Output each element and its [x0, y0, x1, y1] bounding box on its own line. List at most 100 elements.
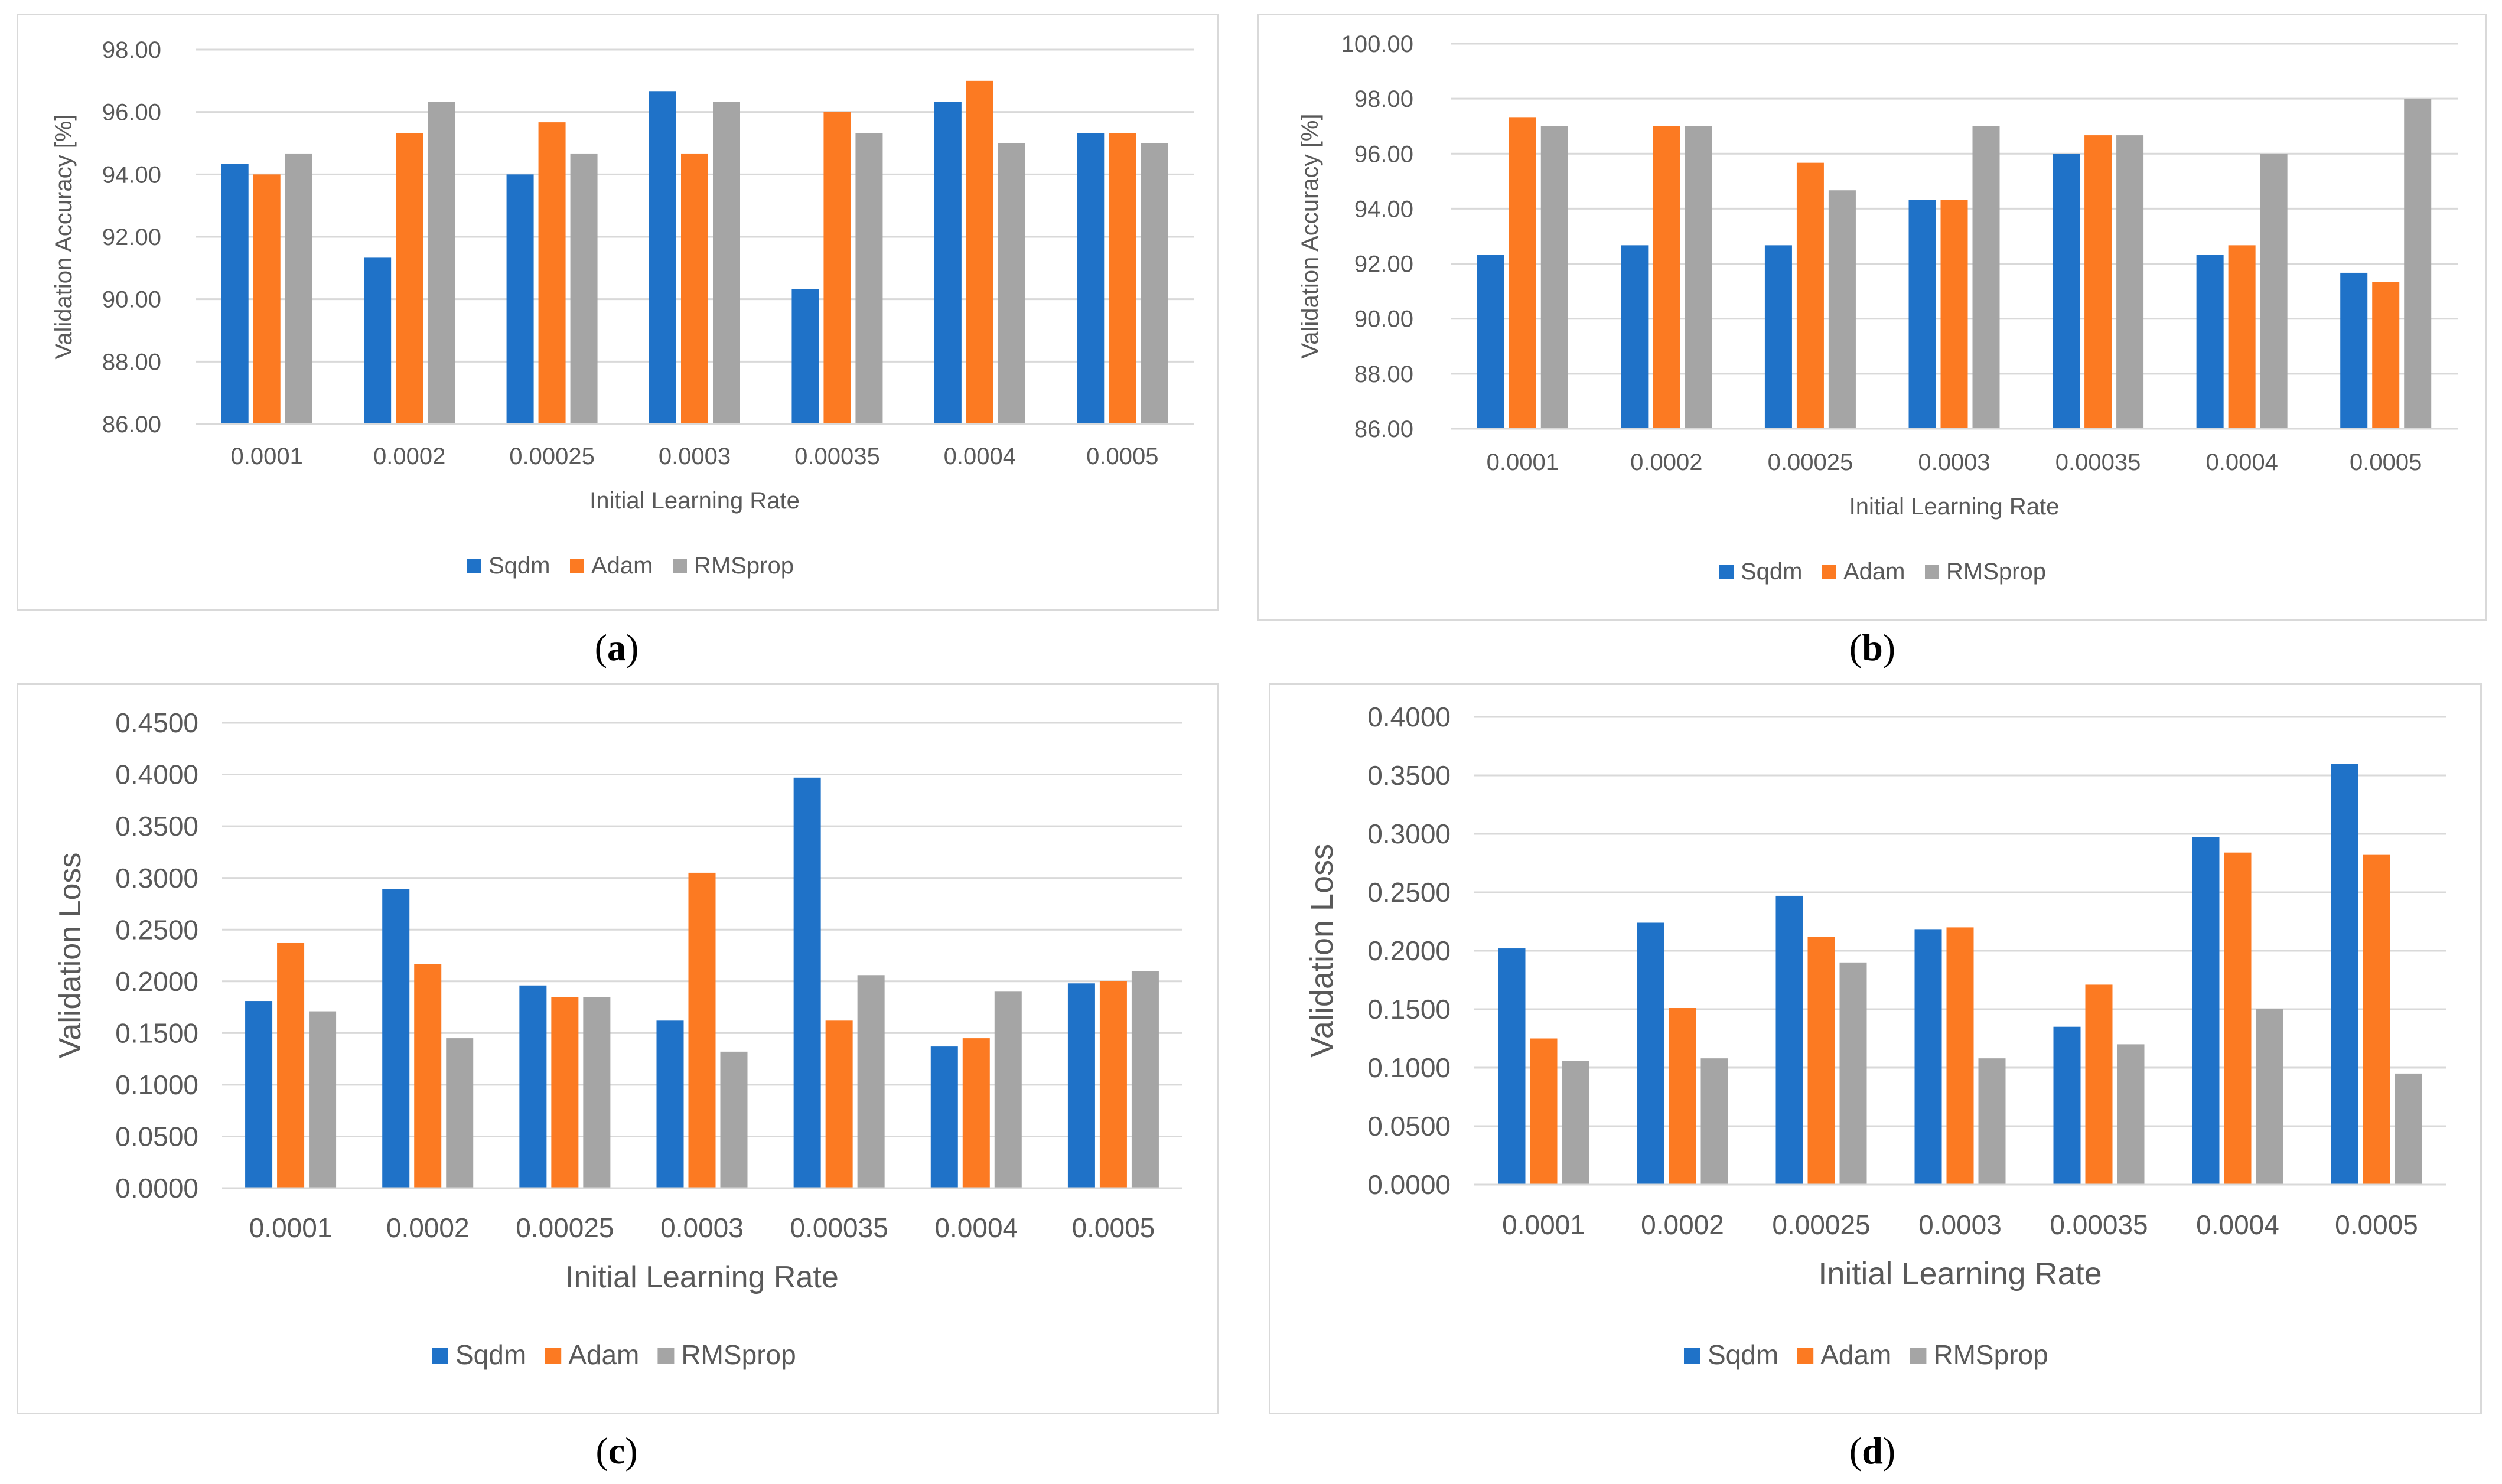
- legend-label-adam: Adam: [1820, 1339, 1891, 1370]
- bar-sqdm-0.0002: [364, 257, 392, 424]
- bar-sqdm-0.0001: [1477, 255, 1504, 429]
- x-tick-label: 0.0004: [2205, 449, 2278, 475]
- chart-panel-a: 86.00 88.00 90.00 92.00 94.00 96.00 98.00 0.000…: [17, 14, 1219, 611]
- bar-adam-0.0003: [1940, 200, 1968, 429]
- y-tick-label: 0.2500: [1367, 877, 1451, 908]
- caption-b: (b): [1849, 627, 1896, 668]
- bar-rmsprop-0.0002: [428, 102, 455, 424]
- bar-adam-0.00025: [551, 997, 579, 1188]
- chart-svg-c: 0.0000 0.0500 0.1000 0.1500 0.2000 0.2500 0.30…: [53, 707, 1182, 1370]
- bar-sqdm-0.0005: [1067, 983, 1095, 1188]
- y-tick-label: 96.00: [1354, 141, 1413, 167]
- bar-rmsprop-0.0005: [1141, 143, 1168, 424]
- bar-adam-0.0003: [688, 872, 716, 1188]
- bar-adam-0.0002: [1669, 1008, 1696, 1185]
- legend-label-rmsprop: RMSprop: [694, 553, 794, 579]
- x-tick-label: 0.0001: [249, 1212, 333, 1243]
- legend-label-adam: Adam: [568, 1339, 639, 1370]
- y-tick-label: 0.3000: [1367, 818, 1451, 849]
- bar-rmsprop-0.0003: [713, 102, 740, 424]
- y-tick-label: 0.1500: [115, 1017, 198, 1048]
- bar-adam-0.0001: [277, 942, 305, 1188]
- legend-swatch-rmsprop: [673, 559, 687, 573]
- legend-label-sqdm: Sqdm: [1708, 1339, 1778, 1370]
- x-tick-label: 0.00035: [2050, 1209, 2148, 1240]
- bar-sqdm-0.0005: [2331, 764, 2358, 1185]
- x-tick-label: 0.0002: [373, 443, 445, 469]
- y-axis-label: Validation Accuracy [%]: [51, 114, 77, 359]
- x-tick-label: 0.00035: [2055, 449, 2141, 475]
- y-tick-label: 0.4000: [1367, 702, 1451, 732]
- bar-adam-0.00025: [538, 122, 566, 424]
- bar-sqdm-0.0003: [1908, 200, 1936, 429]
- x-tick-label: 0.00025: [516, 1212, 614, 1243]
- legend-swatch-rmsprop: [657, 1348, 675, 1364]
- y-tick-label: 88.00: [102, 349, 161, 375]
- bar-sqdm-0.00025: [1764, 245, 1792, 429]
- legend-swatch-rmsprop: [1910, 1348, 1927, 1364]
- bar-adam-0.0004: [966, 80, 993, 424]
- bar-sqdm-0.0005: [2340, 272, 2368, 429]
- chart-svg-a: 86.00 88.00 90.00 92.00 94.00 96.00 98.00 0.000…: [51, 37, 1194, 579]
- y-tick-label: 0.3500: [115, 811, 198, 842]
- bar-rmsprop-0.00035: [2117, 1044, 2145, 1185]
- x-tick-label: 0.00025: [1768, 449, 1853, 475]
- bar-adam-0.00035: [2084, 135, 2112, 429]
- bar-adam-0.0001: [1509, 117, 1536, 429]
- x-tick-label: 0.00035: [790, 1212, 888, 1243]
- bar-rmsprop-0.0002: [1685, 126, 1712, 429]
- bar-rmsprop-0.0005: [1131, 971, 1159, 1188]
- legend-swatch-adam: [570, 559, 584, 573]
- y-tick-label: 0.4500: [115, 707, 198, 738]
- y-tick-label: 98.00: [102, 37, 161, 63]
- x-tick-label: 0.0004: [934, 1212, 1018, 1243]
- bar-adam-0.0005: [2372, 282, 2400, 429]
- y-tick-label: 88.00: [1354, 361, 1413, 387]
- y-tick-label: 0.3000: [115, 863, 198, 893]
- bar-rmsprop-0.0003: [720, 1051, 748, 1188]
- bar-adam-0.0004: [2224, 852, 2252, 1185]
- bar-rmsprop-0.00025: [583, 997, 611, 1188]
- legend-label-rmsprop: RMSprop: [1946, 559, 2046, 585]
- bar-sqdm-0.0004: [934, 102, 962, 424]
- bar-rmsprop-0.00035: [857, 975, 885, 1188]
- x-tick-label: 0.0001: [1502, 1209, 1585, 1240]
- y-tick-label: 0.1000: [1367, 1052, 1451, 1083]
- bar-rmsprop-0.00025: [570, 153, 598, 424]
- x-tick-label: 0.0003: [1918, 449, 1990, 475]
- y-tick-label: 0.1000: [115, 1069, 198, 1100]
- bar-adam-0.0002: [396, 133, 423, 424]
- bar-sqdm-0.0003: [649, 91, 676, 425]
- x-tick-label: 0.0005: [1086, 443, 1158, 469]
- bar-adam-0.0003: [681, 153, 708, 424]
- x-tick-label: 0.0001: [231, 443, 303, 469]
- x-tick-label: 0.0002: [1630, 449, 1702, 475]
- bar-adam-0.0002: [1653, 126, 1680, 429]
- bar-adam-0.00035: [2085, 984, 2113, 1185]
- bar-adam-0.0001: [1530, 1038, 1558, 1185]
- y-tick-label: 90.00: [1354, 306, 1413, 332]
- bar-rmsprop-0.0005: [2404, 99, 2432, 429]
- y-tick-label: 90.00: [102, 287, 161, 313]
- bar-adam-0.0001: [253, 174, 281, 424]
- bar-adam-0.0005: [1099, 981, 1127, 1188]
- y-tick-label: 92.00: [102, 224, 161, 250]
- bar-sqdm-0.0003: [656, 1020, 684, 1188]
- y-tick-label: 0.0500: [115, 1121, 198, 1152]
- x-tick-label: 0.0004: [944, 443, 1016, 469]
- chart-svg-b: 86.00 88.00 90.00 92.00 94.00 96.00 98.00 100.0…: [1297, 31, 2458, 585]
- bar-rmsprop-0.0004: [994, 991, 1022, 1188]
- bar-adam-0.0005: [1109, 133, 1136, 424]
- bar-adam-0.0005: [2363, 854, 2390, 1185]
- y-tick-label: 94.00: [1354, 196, 1413, 222]
- x-axis-label: Initial Learning Rate: [1818, 1256, 2102, 1291]
- bar-sqdm-0.0001: [1498, 948, 1526, 1185]
- caption-c: (c): [595, 1430, 638, 1472]
- bar-rmsprop-0.00035: [855, 133, 883, 424]
- bar-adam-0.00025: [1807, 937, 1835, 1185]
- bar-adam-0.0003: [1946, 927, 1974, 1185]
- x-tick-label: 0.0005: [2335, 1209, 2418, 1240]
- bar-sqdm-0.0005: [1077, 133, 1105, 424]
- legend-label-adam: Adam: [591, 553, 653, 579]
- chart-panel-d: 0.0000 0.0500 0.1000 0.1500 0.2000 0.2500 0.30…: [1269, 683, 2482, 1414]
